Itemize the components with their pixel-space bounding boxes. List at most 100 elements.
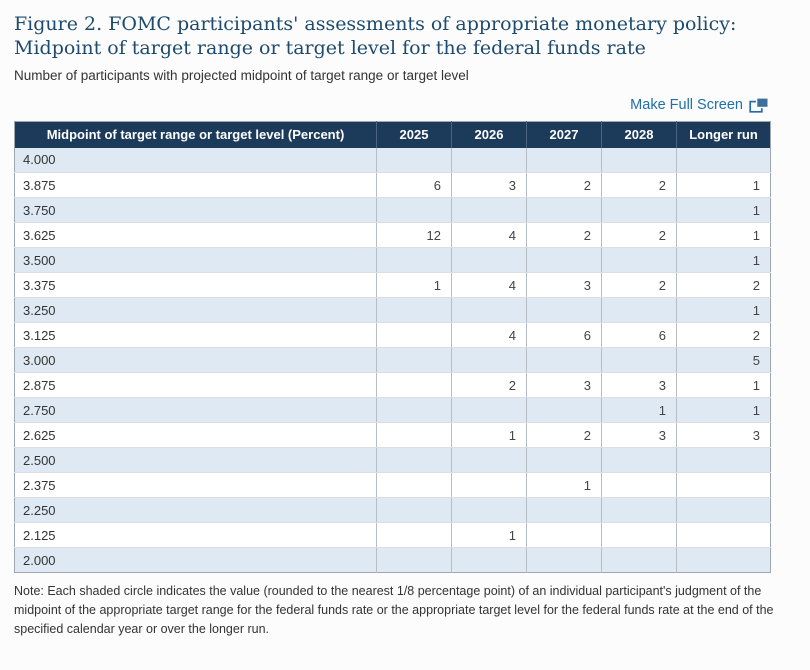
count-cell xyxy=(601,497,677,523)
rate-cell: 3.875 xyxy=(14,172,377,198)
table-row: 3.125 4 6 6 2 xyxy=(14,322,771,348)
rate-cell: 3.500 xyxy=(14,247,377,273)
col-header-rate-label: Midpoint of target range or target level… xyxy=(14,121,377,148)
count-cell xyxy=(451,197,527,223)
make-full-screen-label: Make Full Screen xyxy=(630,97,743,113)
rate-cell: 2.625 xyxy=(14,422,377,448)
count-cell xyxy=(451,247,527,273)
count-cell xyxy=(376,372,452,398)
col-header-2027: 2027 xyxy=(526,121,602,148)
count-cell xyxy=(376,397,452,423)
table-row: 3.500 1 xyxy=(14,247,771,273)
table-row: 3.875 6 3 2 2 1 xyxy=(14,172,771,198)
count-cell xyxy=(376,297,452,323)
rate-cell: 4.000 xyxy=(14,147,377,173)
rate-cell: 2.250 xyxy=(14,497,377,523)
rate-cell: 2.875 xyxy=(14,372,377,398)
page: Figure 2. FOMC participants' assessments… xyxy=(14,13,774,636)
header-row: Midpoint of target range or target level… xyxy=(14,121,771,148)
toolbar: Make Full Screen xyxy=(14,96,770,116)
table-row: 2.250 xyxy=(14,497,771,523)
table-row: 3.625 12 4 2 2 1 xyxy=(14,222,771,248)
count-cell: 6 xyxy=(601,322,677,348)
rate-cell: 3.250 xyxy=(14,297,377,323)
rate-cell: 2.000 xyxy=(14,547,377,573)
count-cell: 4 xyxy=(451,222,527,248)
count-cell xyxy=(676,547,771,573)
count-cell: 2 xyxy=(601,272,677,298)
col-header-longer-run: Longer run xyxy=(676,121,771,148)
count-cell: 6 xyxy=(526,322,602,348)
count-cell: 1 xyxy=(676,222,771,248)
count-cell xyxy=(376,447,452,473)
table-row: 2.750 1 1 xyxy=(14,397,771,423)
count-cell xyxy=(376,497,452,523)
count-cell xyxy=(601,247,677,273)
col-header-2026: 2026 xyxy=(451,121,527,148)
table-row: 3.250 1 xyxy=(14,297,771,323)
count-cell: 5 xyxy=(676,347,771,373)
rate-cell: 3.625 xyxy=(14,222,377,248)
count-cell xyxy=(526,347,602,373)
count-cell: 2 xyxy=(601,222,677,248)
count-cell xyxy=(376,522,452,548)
count-cell: 3 xyxy=(676,422,771,448)
count-cell: 1 xyxy=(451,522,527,548)
count-cell xyxy=(526,197,602,223)
rate-cell: 2.125 xyxy=(14,522,377,548)
count-cell: 1 xyxy=(376,272,452,298)
count-cell xyxy=(601,197,677,223)
fomc-dot-plot-table: Midpoint of target range or target level… xyxy=(14,121,771,573)
rate-cell: 3.000 xyxy=(14,347,377,373)
count-cell xyxy=(451,147,527,173)
count-cell xyxy=(451,472,527,498)
count-cell xyxy=(451,497,527,523)
count-cell: 12 xyxy=(376,222,452,248)
count-cell xyxy=(676,522,771,548)
count-cell: 2 xyxy=(526,172,602,198)
count-cell xyxy=(676,497,771,523)
count-cell: 1 xyxy=(676,297,771,323)
count-cell xyxy=(451,547,527,573)
table-row: 2.125 1 xyxy=(14,522,771,548)
count-cell: 3 xyxy=(451,172,527,198)
count-cell xyxy=(601,447,677,473)
count-cell: 1 xyxy=(526,472,602,498)
table-row: 2.625 1 2 3 3 xyxy=(14,422,771,448)
rate-cell: 2.375 xyxy=(14,472,377,498)
count-cell xyxy=(526,297,602,323)
count-cell xyxy=(376,197,452,223)
figure-title: Figure 2. FOMC participants' assessments… xyxy=(14,13,737,59)
rate-cell: 3.375 xyxy=(14,272,377,298)
col-header-2028: 2028 xyxy=(601,121,677,148)
count-cell xyxy=(601,522,677,548)
count-cell xyxy=(601,347,677,373)
count-cell xyxy=(451,397,527,423)
table-row: 2.875 2 3 3 1 xyxy=(14,372,771,398)
count-cell xyxy=(376,247,452,273)
table-row: 3.750 1 xyxy=(14,197,771,223)
count-cell: 3 xyxy=(601,372,677,398)
count-cell: 4 xyxy=(451,272,527,298)
count-cell: 1 xyxy=(601,397,677,423)
rate-cell: 2.750 xyxy=(14,397,377,423)
rate-cell: 3.125 xyxy=(14,322,377,348)
count-cell xyxy=(526,147,602,173)
count-cell: 2 xyxy=(676,322,771,348)
table-row: 3.375 1 4 3 2 2 xyxy=(14,272,771,298)
count-cell: 3 xyxy=(526,272,602,298)
count-cell xyxy=(376,472,452,498)
count-cell xyxy=(526,497,602,523)
count-cell: 2 xyxy=(601,172,677,198)
count-cell: 1 xyxy=(676,372,771,398)
count-cell xyxy=(376,147,452,173)
count-cell: 1 xyxy=(676,397,771,423)
fullscreen-expand-icon xyxy=(749,97,770,113)
count-cell xyxy=(526,547,602,573)
count-cell xyxy=(376,322,452,348)
count-cell: 2 xyxy=(451,372,527,398)
table-row: 3.000 5 xyxy=(14,347,771,373)
make-full-screen-link[interactable]: Make Full Screen xyxy=(630,97,770,113)
count-cell: 1 xyxy=(676,197,771,223)
table-row: 2.500 xyxy=(14,447,771,473)
